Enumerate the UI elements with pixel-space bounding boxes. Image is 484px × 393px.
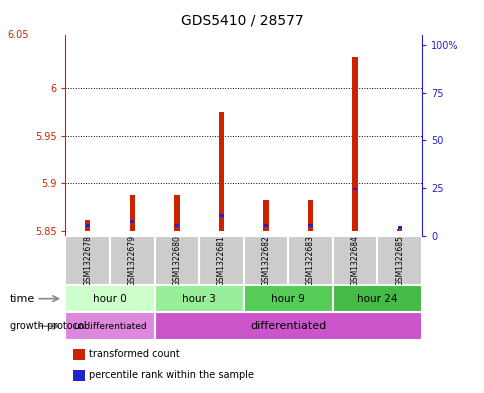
Bar (352, 57, 357, 231)
Text: hour 3: hour 3 (182, 294, 216, 304)
Text: GSM1322681: GSM1322681 (216, 235, 226, 286)
Bar (352, 187, 357, 191)
Bar (65, 312, 154, 340)
Text: GSM1322678: GSM1322678 (83, 235, 92, 286)
Text: GSM1322684: GSM1322684 (350, 235, 359, 286)
Bar (73, 370, 85, 381)
Bar (332, 285, 421, 312)
Bar (308, 224, 312, 227)
Bar (85, 220, 90, 231)
Bar (243, 285, 332, 312)
Text: hour 9: hour 9 (271, 294, 304, 304)
Bar (307, 200, 313, 231)
Text: hour 24: hour 24 (356, 294, 397, 304)
Text: differentiated: differentiated (250, 321, 326, 331)
Text: undifferentiated: undifferentiated (73, 322, 147, 331)
Text: hour 0: hour 0 (93, 294, 127, 304)
Bar (199, 236, 243, 285)
Bar (65, 285, 154, 312)
Bar (129, 195, 135, 231)
Text: GSM1322685: GSM1322685 (394, 235, 403, 286)
Bar (263, 224, 268, 227)
Text: percentile rank within the sample: percentile rank within the sample (89, 370, 253, 380)
Text: GSM1322683: GSM1322683 (305, 235, 315, 286)
Bar (219, 214, 223, 217)
Bar (110, 236, 154, 285)
Bar (243, 236, 287, 285)
Text: GSM1322682: GSM1322682 (261, 235, 270, 286)
Text: GDS5410 / 28577: GDS5410 / 28577 (181, 14, 303, 28)
Bar (154, 236, 199, 285)
Text: 6.05: 6.05 (7, 30, 29, 40)
Bar (174, 195, 179, 231)
Text: transformed count: transformed count (89, 349, 179, 359)
Bar (377, 236, 421, 285)
Bar (73, 349, 85, 360)
Bar (130, 220, 134, 223)
Text: GSM1322680: GSM1322680 (172, 235, 181, 286)
Text: GSM1322679: GSM1322679 (128, 235, 136, 286)
Bar (154, 312, 421, 340)
Bar (174, 224, 179, 227)
Text: growth protocol: growth protocol (10, 321, 86, 331)
Bar (86, 224, 90, 227)
Bar (396, 229, 402, 231)
Text: time: time (10, 294, 35, 304)
Bar (218, 112, 224, 231)
Bar (287, 236, 332, 285)
Bar (65, 236, 110, 285)
Bar (332, 236, 377, 285)
Bar (397, 226, 401, 229)
Bar (154, 285, 243, 312)
Bar (263, 200, 268, 231)
